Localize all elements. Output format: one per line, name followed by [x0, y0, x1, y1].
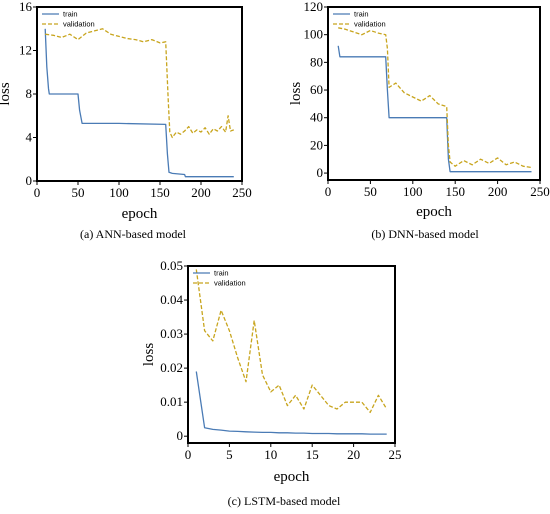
x-tick-label: 25	[389, 447, 402, 462]
plot-area	[188, 266, 395, 443]
y-tick-label: 120	[304, 0, 324, 14]
y-tick-label: 0.04	[160, 292, 183, 307]
y-tick-label: 0.03	[160, 326, 183, 341]
x-tick-label: 20	[347, 447, 360, 462]
y-tick-label: 100	[304, 27, 324, 42]
x-tick-label: 5	[226, 447, 233, 462]
x-tick-label: 0	[185, 447, 192, 462]
legend-entry-validation: validation	[214, 279, 246, 288]
x-tick-label: 150	[445, 184, 465, 199]
chart-2: 0 50 100 150 200 250 0 20 40 60 80 100 120 epoch loss t…	[288, 0, 550, 241]
y-axis-label: loss	[141, 343, 157, 367]
legend-entry-train: train	[354, 10, 369, 19]
x-tick-label: 15	[306, 447, 319, 462]
y-tick-label: 80	[310, 54, 323, 69]
plot-frame	[327, 6, 541, 181]
y-tick-label: 12	[19, 43, 32, 58]
x-axis-label: epoch	[274, 469, 310, 485]
x-tick-label: 250	[232, 185, 252, 200]
x-tick-label: 200	[191, 185, 211, 200]
y-axis-label: loss	[0, 82, 13, 106]
plot-area	[328, 7, 540, 180]
x-tick-label: 200	[488, 184, 508, 199]
x-tick-label: 0	[325, 184, 332, 199]
y-tick-label: 40	[310, 110, 323, 125]
legend-entry-train: train	[214, 269, 229, 278]
series-line-train	[44, 28, 234, 178]
x-tick-label: 10	[264, 447, 277, 462]
series-line-validation	[45, 28, 235, 139]
x-tick-label: 250	[530, 184, 550, 199]
y-tick-label: 0	[177, 428, 184, 443]
x-tick-label: 0	[34, 185, 41, 200]
series-line-train	[337, 45, 532, 173]
y-tick-label: 0.02	[160, 360, 183, 375]
x-tick-label: 100	[403, 184, 423, 199]
x-axis-label: epoch	[416, 204, 452, 220]
legend-entry-train: train	[63, 10, 78, 19]
y-tick-label: 0	[317, 165, 324, 180]
series-line-train	[195, 371, 387, 435]
y-axis-label: loss	[288, 82, 304, 106]
series-line-validation	[338, 27, 532, 169]
x-tick-label: 50	[72, 185, 85, 200]
y-tick-label: 4	[26, 130, 33, 145]
chart-caption: (a) ANN-based model	[80, 227, 187, 241]
x-tick-label: 50	[364, 184, 377, 199]
legend-entry-validation: validation	[354, 20, 386, 29]
chart-1: 0 50 100 150 200 250 0 4 8 12 16 epoch loss trainvali…	[0, 0, 252, 241]
plot-frame	[187, 265, 396, 444]
x-axis-label: epoch	[122, 206, 158, 222]
y-tick-label: 0.01	[160, 394, 183, 409]
y-tick-label: 20	[310, 137, 323, 152]
chart-3: 0 5 10 15 20 25 0 0.01 0.02 0.03 0.04 0.05 epoch loss…	[141, 258, 402, 508]
x-tick-label: 150	[150, 185, 170, 200]
y-tick-label: 60	[310, 82, 323, 97]
x-tick-label: 100	[109, 185, 129, 200]
y-tick-label: 0	[26, 173, 33, 188]
y-tick-label: 16	[19, 0, 33, 14]
chart-caption: (b) DNN-based model	[371, 227, 479, 241]
legend-entry-validation: validation	[63, 20, 95, 29]
y-tick-label: 8	[26, 86, 33, 101]
series-line-validation	[195, 269, 388, 414]
y-tick-label: 0.05	[160, 258, 183, 273]
chart-caption: (c) LSTM-based model	[228, 494, 341, 508]
